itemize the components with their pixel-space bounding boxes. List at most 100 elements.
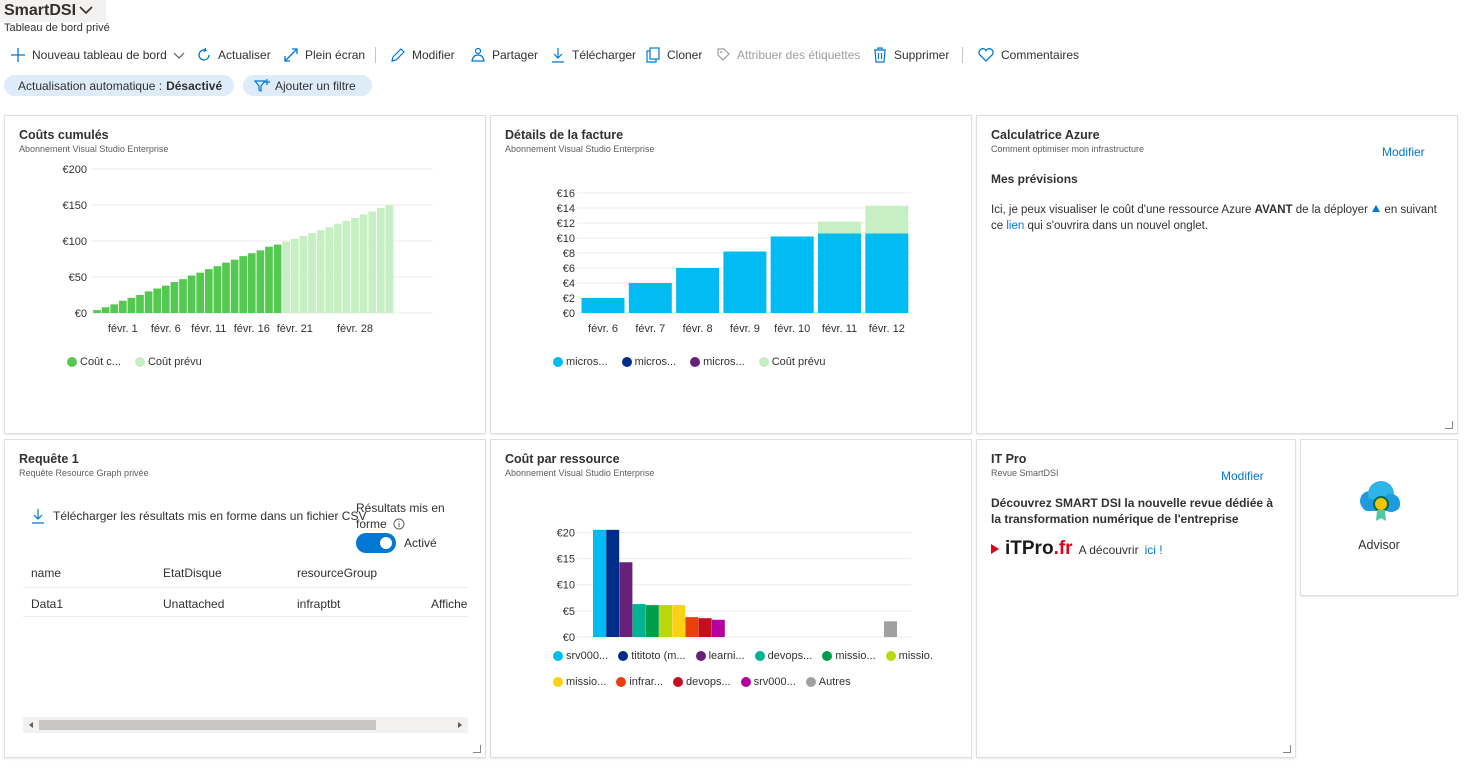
chart-legend: missio... infrar... devops... srv000... Autr… <box>553 676 851 688</box>
legend-item[interactable]: missio... <box>822 650 876 662</box>
table-row-view-link[interactable]: Affiche <box>431 597 468 611</box>
formatted-results-toggle[interactable] <box>356 533 396 553</box>
bar <box>770 236 814 313</box>
bar <box>204 269 213 313</box>
share-button[interactable]: Partager <box>470 44 538 66</box>
info-icon[interactable] <box>393 518 405 530</box>
edit-button[interactable]: Modifier <box>390 44 455 66</box>
new-dashboard-button[interactable]: Nouveau tableau de bord <box>10 44 185 66</box>
feedback-button[interactable]: Commentaires <box>977 44 1079 66</box>
column-header-etatdisque[interactable]: EtatDisque <box>163 566 222 580</box>
cumulative-cost-chart: €0 €50 €100 €150 €200 févr. 1 févr. 6 févr. 11 f… <box>63 164 433 335</box>
column-header-name[interactable]: name <box>31 566 62 580</box>
legend-item[interactable]: micros... <box>690 356 745 368</box>
x-tick-label: févr. 7 <box>635 323 665 335</box>
legend-dot <box>885 651 896 661</box>
bar <box>632 604 646 637</box>
legend-label: Autres <box>818 676 851 688</box>
legend-item[interactable]: Autres <box>805 676 851 688</box>
tile-itpro[interactable]: IT Pro Revue SmartDSI Modifier Découvrez… <box>977 440 1295 757</box>
bar <box>619 562 633 637</box>
tile-advisor[interactable]: Advisor <box>1301 440 1457 595</box>
y-tick-label: €0 <box>563 308 575 320</box>
bar <box>818 233 861 313</box>
legend-item[interactable]: tititoto (m... <box>618 650 686 662</box>
legend-item[interactable]: missio... <box>553 676 606 688</box>
download-csv-button[interactable]: Télécharger les résultats mis en forme d… <box>31 508 366 524</box>
bar <box>325 227 334 313</box>
delete-label: Supprimer <box>894 48 950 62</box>
tile-title: Calculatrice Azure <box>991 128 1100 142</box>
legend-dot <box>134 357 145 367</box>
bar <box>161 285 170 313</box>
legend-item[interactable]: micros... <box>553 356 608 368</box>
legend-item[interactable]: micros... <box>621 356 677 368</box>
legend-item[interactable]: devops... <box>672 676 731 688</box>
resize-handle[interactable] <box>473 745 481 753</box>
edit-link[interactable]: Modifier <box>1382 145 1425 159</box>
dashboard-selector[interactable] <box>0 0 106 22</box>
legend-item[interactable]: Coût prévu <box>134 356 202 368</box>
tag-icon <box>717 48 730 61</box>
tile-azure-calculator[interactable]: Calculatrice Azure Comment optimiser mon… <box>977 116 1457 433</box>
download-button[interactable]: Télécharger <box>550 44 636 66</box>
scrollbar-thumb[interactable] <box>39 720 376 730</box>
calculator-text-part: ce <box>991 220 1004 232</box>
bar <box>127 297 136 313</box>
resize-handle[interactable] <box>1283 745 1291 753</box>
auto-refresh-pill[interactable]: Actualisation automatique : Désactivé <box>4 75 234 96</box>
refresh-button[interactable]: Actualiser <box>196 44 271 66</box>
clone-label: Cloner <box>667 48 703 62</box>
legend-label: Coût prévu <box>147 356 202 368</box>
bar <box>316 230 325 313</box>
calculator-link[interactable]: lien <box>1006 220 1025 232</box>
legend-item[interactable]: missio. <box>885 650 933 662</box>
assign-tags-button[interactable]: Attribuer des étiquettes <box>715 44 860 66</box>
legend-item[interactable]: Coût prévu <box>758 356 826 368</box>
bar <box>711 619 725 637</box>
legend-item[interactable]: devops... <box>754 650 813 662</box>
legend-label: Coût c... <box>80 356 121 368</box>
feedback-label: Commentaires <box>1001 48 1080 62</box>
y-tick-label: €2 <box>563 293 575 305</box>
tile-cumulative-costs[interactable]: Coûts cumulés Abonnement Visual Studio E… <box>5 116 485 433</box>
column-header-resourcegroup[interactable]: resourceGroup <box>297 566 378 580</box>
clone-button[interactable]: Cloner <box>645 44 702 66</box>
legend-dot <box>740 677 751 687</box>
legend-item[interactable]: infrar... <box>616 676 663 688</box>
bar <box>818 221 861 234</box>
scroll-left-icon[interactable] <box>27 721 35 729</box>
bar <box>196 272 205 313</box>
tile-invoice-details[interactable]: Détails de la facture Abonnement Visual … <box>491 116 971 433</box>
legend-label: devops... <box>767 650 813 662</box>
scroll-right-icon[interactable] <box>456 721 464 729</box>
tile-title: Coûts cumulés <box>19 128 109 142</box>
edit-label: Modifier <box>412 48 455 62</box>
table-cell-resourcegroup: infraptbt <box>297 597 341 611</box>
legend-label: micros... <box>634 356 677 368</box>
horizontal-scrollbar[interactable] <box>23 717 468 733</box>
add-filter-button[interactable]: Ajouter un filtre <box>243 75 372 96</box>
delete-button[interactable]: Supprimer <box>872 44 949 66</box>
x-tick-label: févr. 11 <box>191 323 226 335</box>
table-divider <box>23 587 468 588</box>
tile-cost-by-resource[interactable]: Coût par ressource Abonnement Visual Stu… <box>491 440 971 757</box>
itpro-link[interactable]: ici ! <box>1144 543 1163 557</box>
legend-item[interactable]: srv000... <box>740 676 796 688</box>
chevron-down-icon[interactable] <box>78 4 94 16</box>
fullscreen-button[interactable]: Plein écran <box>283 44 365 66</box>
legend-item[interactable]: srv000... <box>553 650 608 662</box>
legend-item[interactable]: learni... <box>695 650 745 662</box>
tile-title: Coût par ressource <box>505 452 620 466</box>
y-tick-label: €5 <box>563 606 575 618</box>
x-tick-label: févr. 9 <box>730 323 760 335</box>
resize-handle[interactable] <box>1445 421 1453 429</box>
legend-item[interactable]: Coût c... <box>67 356 121 368</box>
edit-link[interactable]: Modifier <box>1221 469 1264 483</box>
tile-title: Requête 1 <box>19 452 79 466</box>
chart-legend: micros... micros... micros... Coût prévu <box>553 356 826 368</box>
legend-dot <box>553 651 563 661</box>
tile-query[interactable]: Requête 1 Requête Resource Graph privée … <box>5 440 485 757</box>
bar <box>213 266 222 313</box>
dashboard-title[interactable]: SmartDSI <box>4 2 77 19</box>
